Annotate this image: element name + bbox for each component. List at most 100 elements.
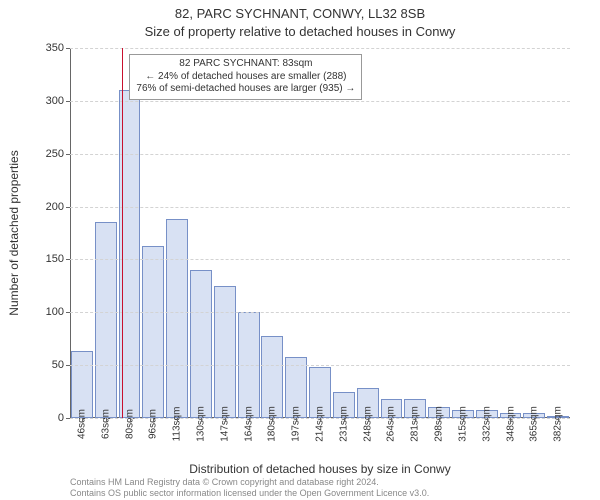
chart-container: 82, PARC SYCHNANT, CONWY, LL32 8SB Size … <box>0 0 600 500</box>
y-tick-label: 150 <box>46 253 64 265</box>
y-tick-label: 250 <box>46 148 64 160</box>
bar-slot: 248sqm <box>356 48 380 418</box>
x-tick-mark <box>153 418 154 422</box>
x-tick-label: 80sqm <box>124 409 135 439</box>
x-tick-mark <box>368 418 369 422</box>
x-tick-label: 264sqm <box>386 406 397 442</box>
y-tick-label: 100 <box>46 306 64 318</box>
page-super-title: 82, PARC SYCHNANT, CONWY, LL32 8SB <box>0 6 600 21</box>
x-tick-mark <box>249 418 250 422</box>
y-tick-mark <box>66 312 70 313</box>
x-tick-label: 96sqm <box>148 409 159 439</box>
x-tick-mark <box>106 418 107 422</box>
bar <box>166 219 188 418</box>
footer-line-1: Contains HM Land Registry data © Crown c… <box>70 477 429 487</box>
bar-slot: 96sqm <box>141 48 165 418</box>
gridline <box>70 312 570 313</box>
bar-slot: 46sqm <box>70 48 94 418</box>
bar-slot: 365sqm <box>522 48 546 418</box>
x-tick-label: 113sqm <box>172 407 183 442</box>
gridline <box>70 259 570 260</box>
marker-line <box>122 48 123 418</box>
bar-slot: 130sqm <box>189 48 213 418</box>
x-tick-mark <box>487 418 488 422</box>
x-tick-label: 63sqm <box>100 409 111 439</box>
y-tick-mark <box>66 154 70 155</box>
bar-slot: 113sqm <box>165 48 189 418</box>
bar-slot: 197sqm <box>284 48 308 418</box>
x-tick-label: 130sqm <box>195 406 206 442</box>
y-tick-mark <box>66 48 70 49</box>
x-tick-mark <box>320 418 321 422</box>
bar <box>190 270 212 418</box>
x-tick-mark <box>201 418 202 422</box>
x-tick-label: 348sqm <box>505 406 516 442</box>
x-tick-mark <box>225 418 226 422</box>
x-tick-label: 147sqm <box>219 406 230 442</box>
gridline <box>70 48 570 49</box>
annotation-box: 82 PARC SYCHNANT: 83sqm← 24% of detached… <box>129 54 362 100</box>
x-tick-label: 248sqm <box>362 406 373 442</box>
y-tick-mark <box>66 259 70 260</box>
bar-slot: 214sqm <box>308 48 332 418</box>
bars-group: 46sqm63sqm80sqm96sqm113sqm130sqm147sqm16… <box>70 48 570 418</box>
x-tick-mark <box>439 418 440 422</box>
x-tick-label: 315sqm <box>457 406 468 442</box>
y-tick-label: 300 <box>46 95 64 107</box>
x-tick-label: 332sqm <box>481 406 492 442</box>
bar <box>142 246 164 418</box>
page-sub-title: Size of property relative to detached ho… <box>0 24 600 39</box>
bar-slot: 332sqm <box>475 48 499 418</box>
bar-slot: 348sqm <box>499 48 523 418</box>
x-tick-mark <box>391 418 392 422</box>
footer-line-2: Contains OS public sector information li… <box>70 488 429 498</box>
y-axis-title: Number of detached properties <box>7 150 21 315</box>
y-tick-mark <box>66 207 70 208</box>
plot-area: 46sqm63sqm80sqm96sqm113sqm130sqm147sqm16… <box>70 48 570 418</box>
x-tick-label: 281sqm <box>410 406 421 442</box>
y-tick-label: 350 <box>46 42 64 54</box>
bar-slot: 382sqm <box>546 48 570 418</box>
x-tick-label: 180sqm <box>267 406 278 442</box>
x-tick-mark <box>510 418 511 422</box>
bar-slot: 264sqm <box>380 48 404 418</box>
x-tick-label: 231sqm <box>338 406 349 442</box>
bar-slot: 164sqm <box>237 48 261 418</box>
y-tick-mark <box>66 418 70 419</box>
gridline <box>70 101 570 102</box>
bar-slot: 315sqm <box>451 48 475 418</box>
x-tick-label: 197sqm <box>291 406 302 442</box>
y-tick-mark <box>66 365 70 366</box>
gridline <box>70 207 570 208</box>
y-tick-label: 0 <box>58 412 64 424</box>
gridline <box>70 154 570 155</box>
x-tick-mark <box>82 418 83 422</box>
y-tick-label: 50 <box>52 359 64 371</box>
bar-slot: 281sqm <box>403 48 427 418</box>
y-tick-mark <box>66 101 70 102</box>
x-tick-mark <box>130 418 131 422</box>
x-tick-label: 382sqm <box>553 406 564 442</box>
x-tick-label: 164sqm <box>243 406 254 442</box>
bar-slot: 231sqm <box>332 48 356 418</box>
annotation-line: 76% of semi-detached houses are larger (… <box>136 83 355 96</box>
x-tick-mark <box>415 418 416 422</box>
bar <box>95 222 117 418</box>
gridline <box>70 365 570 366</box>
x-tick-label: 46sqm <box>76 409 87 439</box>
x-tick-mark <box>558 418 559 422</box>
x-tick-mark <box>463 418 464 422</box>
annotation-line: ← 24% of detached houses are smaller (28… <box>136 71 355 84</box>
footer-note: Contains HM Land Registry data © Crown c… <box>70 477 429 498</box>
x-tick-mark <box>272 418 273 422</box>
x-tick-mark <box>344 418 345 422</box>
x-axis-title: Distribution of detached houses by size … <box>70 462 570 476</box>
bar <box>214 286 236 418</box>
bar-slot: 63sqm <box>94 48 118 418</box>
x-tick-label: 214sqm <box>315 406 326 442</box>
bar-slot: 180sqm <box>261 48 285 418</box>
x-tick-mark <box>296 418 297 422</box>
x-tick-label: 365sqm <box>529 406 540 442</box>
x-tick-mark <box>534 418 535 422</box>
x-tick-label: 298sqm <box>434 406 445 442</box>
